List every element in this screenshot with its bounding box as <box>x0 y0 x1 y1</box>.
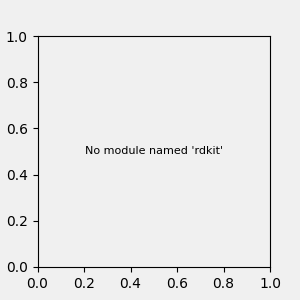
Text: No module named 'rdkit': No module named 'rdkit' <box>85 146 223 157</box>
